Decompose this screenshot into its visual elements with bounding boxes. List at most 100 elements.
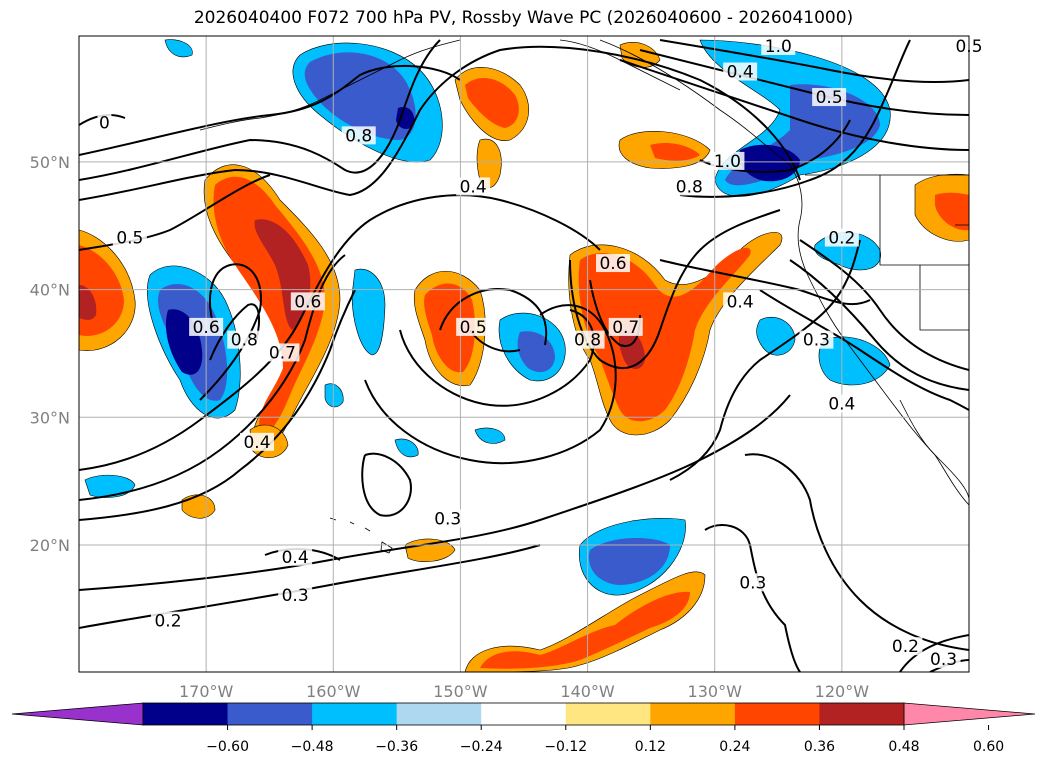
contour-label-bg <box>735 573 770 592</box>
colorbar-outline <box>142 702 905 726</box>
contour-label: 1.0 <box>765 37 792 57</box>
contour-line <box>79 45 801 201</box>
x-tick-label: 120°W <box>815 682 870 701</box>
contour-label: 0.6 <box>193 318 220 338</box>
x-tick-label: 130°W <box>688 682 743 701</box>
colorbar-tick-label: −0.12 <box>544 739 587 755</box>
contour-line <box>79 39 441 181</box>
contour-line <box>79 544 541 629</box>
y-tick-label: 40°N <box>30 281 70 300</box>
contour-label-bg <box>278 547 313 566</box>
colorbar: −0.60 −0.48 −0.36 −0.24 −0.12 0.12 0.24 0.36 0.4… <box>11 702 1036 755</box>
negative-anomaly-aleutians-core <box>304 52 416 140</box>
contour-label: 0.4 <box>282 548 309 568</box>
contour-label-bg <box>112 228 147 247</box>
contour-line <box>79 174 271 251</box>
contour-label-bg <box>227 330 262 349</box>
negative-anomaly-small2 <box>351 268 386 356</box>
coastline-aleutians <box>199 39 461 131</box>
contour-label-bg <box>456 177 491 196</box>
negative-anomaly-small4 <box>164 39 193 58</box>
contour-label: 0.4 <box>727 63 754 83</box>
contour-label-bg <box>710 151 745 170</box>
positive-anomaly-north-central-core <box>465 77 519 128</box>
contour-label-bg <box>151 611 185 630</box>
x-axis-ticks: 170°W 160°W 150°W 140°W 130°W 120°W <box>179 682 869 701</box>
y-axis-ticks: 20°N 30°N 40°N 50°N <box>30 153 70 555</box>
contour-label-bg <box>799 330 834 349</box>
contour-label: 0.8 <box>345 126 372 146</box>
contour-label-bg <box>341 126 376 145</box>
colorbar-tick-label: 0.48 <box>888 739 919 755</box>
contour-line <box>744 453 969 651</box>
colorbar-segment <box>565 703 651 725</box>
contour-label-bg <box>812 88 847 107</box>
contour-label: 0.2 <box>828 229 855 249</box>
contour-label: 0.5 <box>460 318 487 338</box>
contour-line <box>899 634 969 672</box>
colorbar-segment <box>650 703 736 725</box>
contour-label: 0.3 <box>803 331 830 351</box>
contour-line <box>789 259 969 391</box>
y-tick-label: 20°N <box>30 536 70 555</box>
colorbar-segment <box>396 703 482 725</box>
contour-line <box>79 394 791 591</box>
coastline-baja <box>899 399 969 506</box>
colorbar-segment <box>312 703 398 725</box>
contour-label-bg <box>926 649 961 668</box>
positive-anomaly-small-south2 <box>181 494 216 519</box>
contour-line <box>79 194 601 471</box>
positive-anomaly-west-edge-core <box>79 285 97 320</box>
map-frame <box>78 35 970 673</box>
contour-line <box>199 263 262 401</box>
contour-line <box>659 39 969 83</box>
contour-line <box>659 259 871 306</box>
positive-anomaly-central-west-core <box>424 283 475 373</box>
colorbar-segment <box>143 703 229 725</box>
colorbar-tick-label: −0.48 <box>291 739 334 755</box>
colorbar-tick-label: −0.60 <box>206 739 249 755</box>
negative-anomaly-small7 <box>394 438 419 458</box>
contour-line <box>364 304 617 465</box>
colorbar-segment <box>227 703 313 725</box>
contour-label-bg <box>290 292 325 311</box>
positive-anomaly-central-east-mid <box>578 247 751 422</box>
contour-label-bg <box>240 432 274 451</box>
colorbar-segment <box>819 703 905 725</box>
contour-label-bg <box>189 317 224 336</box>
contour-label-bg <box>265 343 300 362</box>
contour-label-bg <box>888 637 923 656</box>
y-tick-label: 50°N <box>30 153 70 172</box>
coastlines <box>199 39 969 554</box>
contour-label: 0.8 <box>676 177 703 197</box>
contour-label-bg <box>824 394 859 413</box>
contour-label: 0.3 <box>282 586 309 606</box>
negative-anomaly-small1 <box>756 316 796 356</box>
positive-anomaly-west-central-mid <box>213 176 325 433</box>
contour-label-bg <box>723 62 758 81</box>
negative-anomaly-small3 <box>84 474 136 498</box>
hawaii <box>329 517 393 554</box>
positive-anomaly-east-edge-core <box>935 192 969 231</box>
contour-label-bg <box>430 509 465 528</box>
colorbar-tick-label: −0.24 <box>460 739 503 755</box>
contour-label-bg <box>456 317 491 336</box>
contour-label: 0.7 <box>269 343 296 363</box>
x-tick-label: 160°W <box>306 682 361 701</box>
contour-label: 0.3 <box>739 573 766 593</box>
contour-label: 0.3 <box>434 509 461 529</box>
x-tick-label: 150°W <box>433 682 488 701</box>
coastline-alaska <box>559 39 681 91</box>
contour-line <box>79 289 356 521</box>
coastline-north-america <box>599 39 969 501</box>
contour-label-bg <box>672 177 707 196</box>
contour-label: 0.8 <box>574 331 601 351</box>
positive-anomaly-southeast-band <box>464 571 706 672</box>
contour-label-bg <box>97 113 112 132</box>
contour-line <box>704 524 801 672</box>
colorbar-tick-label: −0.36 <box>375 739 418 755</box>
negative-anomaly-subtropics-core <box>588 538 670 585</box>
colorbar-extend-low <box>11 702 144 726</box>
positive-anomaly-central-east-core <box>618 329 645 369</box>
